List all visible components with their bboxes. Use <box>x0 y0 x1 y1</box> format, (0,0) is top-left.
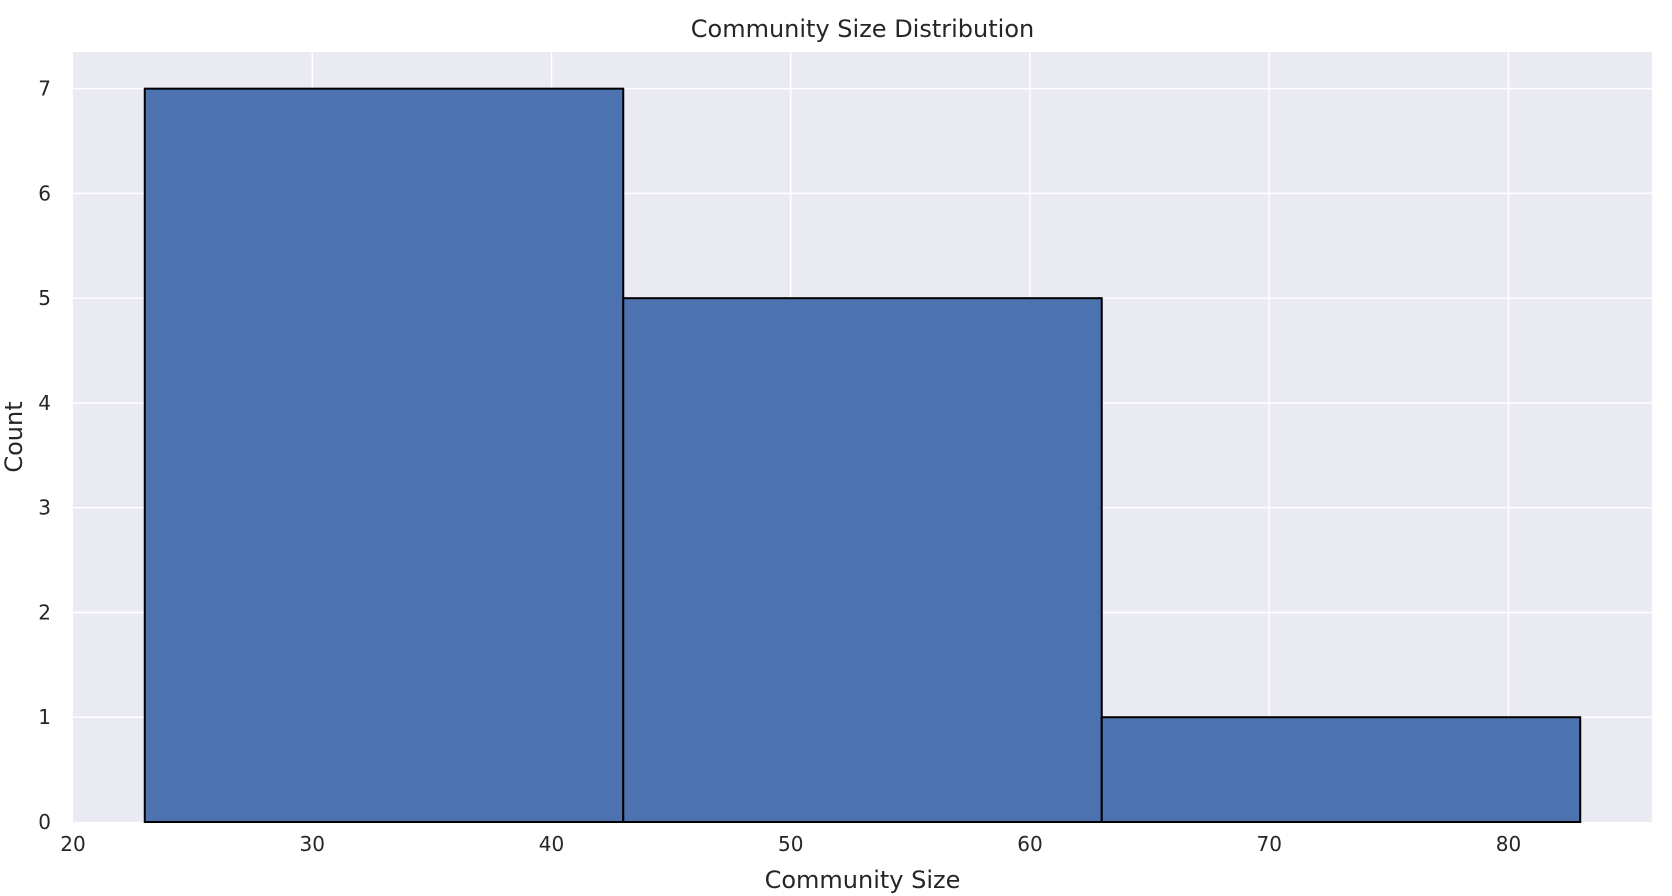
x-tick-label: 20 <box>60 832 85 856</box>
y-tick-label: 2 <box>38 600 51 624</box>
histogram-bar-1 <box>622 297 1103 823</box>
y-tick-label: 5 <box>38 286 51 310</box>
y-tick-label: 4 <box>38 391 51 415</box>
chart-title: Community Size Distribution <box>691 15 1034 43</box>
y-axis-label: Count <box>0 401 28 472</box>
y-tick-label: 7 <box>38 77 51 101</box>
x-tick-label: 60 <box>1017 832 1042 856</box>
y-tick-label: 3 <box>38 496 51 520</box>
x-tick-label: 50 <box>778 832 803 856</box>
x-tick-label: 40 <box>539 832 564 856</box>
histogram-bar-2 <box>1100 716 1582 823</box>
x-tick-label: 80 <box>1496 832 1521 856</box>
histogram-bar-0 <box>143 87 625 823</box>
y-axis-ticks: 0 1 2 3 4 5 6 7 <box>38 77 51 834</box>
x-axis-ticks: 20 30 40 50 60 70 80 <box>60 832 1521 856</box>
y-tick-label: 6 <box>38 181 51 205</box>
y-tick-label: 0 <box>38 810 51 834</box>
x-tick-label: 70 <box>1256 832 1281 856</box>
x-axis-label: Community Size <box>765 866 961 894</box>
x-tick-label: 30 <box>300 832 325 856</box>
bars <box>143 87 1582 823</box>
y-tick-label: 1 <box>38 705 51 729</box>
